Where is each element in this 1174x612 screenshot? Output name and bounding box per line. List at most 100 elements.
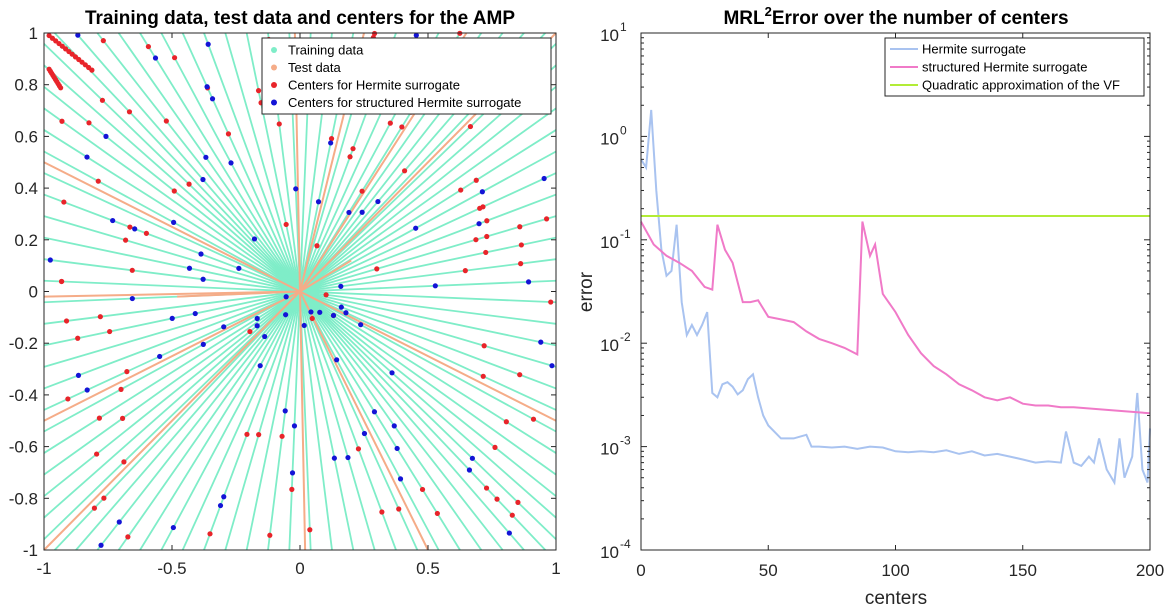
hermite-center	[492, 444, 498, 450]
structured-center	[346, 209, 352, 216]
structured-center	[479, 189, 485, 195]
hermite-center	[171, 188, 177, 194]
hermite-center	[96, 415, 102, 421]
hermite-center	[374, 266, 380, 272]
x-tick-label: 50	[759, 561, 778, 580]
structured-center	[330, 312, 337, 319]
structured-center	[170, 524, 176, 531]
x-tick-label: -0.5	[157, 559, 186, 578]
structured-center	[110, 217, 116, 224]
structured-center	[391, 423, 397, 429]
hermite-center	[399, 124, 405, 130]
y-tick-exponent: 1	[620, 20, 627, 34]
y-tick-exponent: 0	[620, 123, 627, 137]
hermite-center	[101, 495, 107, 501]
structured-center	[200, 176, 206, 183]
test-ray	[299, 291, 429, 551]
training-ray	[299, 290, 504, 551]
hermite-center	[107, 328, 113, 335]
hermite-center	[256, 431, 262, 438]
hermite-center	[467, 123, 474, 130]
hermite-center	[396, 506, 402, 512]
training-ray	[75, 32, 301, 293]
training-ray	[299, 193, 557, 293]
structured-center	[397, 476, 404, 482]
structured-center	[358, 322, 364, 328]
structured-center	[538, 339, 544, 345]
x-tick-label: -1	[36, 559, 51, 578]
training-ray	[299, 291, 461, 551]
legend-label: Centers for structured Hermite surrogate	[288, 95, 521, 110]
training-ray	[245, 32, 301, 292]
right-legend-box	[884, 37, 1145, 97]
training-ray	[299, 290, 557, 433]
structured-center	[157, 353, 163, 360]
legend-label: Hermite surrogate	[922, 42, 1026, 57]
hermite-center	[124, 369, 130, 375]
hermite-center	[289, 486, 295, 492]
hermite-center	[100, 38, 106, 44]
y-tick-label: 10	[600, 336, 619, 355]
structured-center	[198, 251, 204, 257]
structured-center	[283, 312, 289, 318]
y-tick-exponent: -3	[620, 434, 631, 448]
right-x-axis-label: centers	[865, 588, 927, 609]
structured-center	[84, 154, 90, 160]
training-ray	[299, 279, 557, 293]
training-ray	[181, 32, 301, 292]
training-ray	[299, 290, 483, 551]
hermite-center	[283, 221, 289, 228]
training-ray	[299, 291, 397, 551]
y-tick-exponent: -4	[620, 537, 631, 551]
training-data-rays	[43, 32, 557, 551]
training-ray	[43, 290, 301, 519]
hermite-center	[347, 154, 353, 160]
structured-center	[203, 154, 209, 160]
y-tick-label: -0.4	[9, 386, 38, 405]
legend-marker	[271, 64, 277, 71]
structured-center	[331, 455, 337, 461]
structured-center	[476, 221, 482, 227]
training-ray	[43, 107, 301, 293]
y-tick-label: -0.8	[9, 489, 38, 508]
structured-center	[200, 276, 206, 282]
structured-center	[221, 324, 227, 330]
hermite-center	[58, 278, 65, 285]
y-tick-exponent: -1	[620, 227, 631, 241]
structured-center	[186, 265, 193, 271]
hermite-center	[129, 267, 135, 273]
structured-center	[209, 96, 216, 102]
hermite-center	[255, 88, 262, 94]
structured-center	[116, 519, 122, 525]
structured-center	[75, 32, 81, 38]
training-ray	[43, 193, 301, 293]
hermite-center	[309, 315, 315, 322]
hermite-center	[387, 120, 393, 126]
hermite-center	[122, 237, 129, 243]
hermite-center	[267, 532, 273, 538]
y-tick-label: 10	[600, 440, 619, 459]
training-ray	[43, 258, 301, 293]
structured-center	[262, 333, 268, 340]
hermite-center	[279, 433, 285, 439]
training-ray	[75, 290, 301, 551]
structured-center	[132, 226, 138, 232]
structured-center	[192, 310, 198, 317]
training-ray	[43, 290, 301, 433]
hermite-center	[118, 386, 124, 392]
hermite-center	[276, 121, 282, 127]
y-tick-label: 0.2	[14, 231, 38, 250]
hermite-center	[530, 416, 537, 422]
left-legend: Training data Test data Centers for Hermit…	[261, 37, 552, 115]
structured-center	[289, 470, 296, 476]
structured-center	[254, 315, 260, 322]
hermite-center	[462, 268, 468, 274]
structured-center	[328, 140, 334, 146]
hermite-center	[517, 372, 523, 378]
right-y-axis-label: error	[576, 271, 597, 312]
training-ray	[117, 32, 301, 293]
training-ray	[299, 107, 557, 293]
hermite-center	[509, 512, 515, 518]
structured-center	[282, 408, 288, 414]
training-ray	[43, 290, 301, 476]
